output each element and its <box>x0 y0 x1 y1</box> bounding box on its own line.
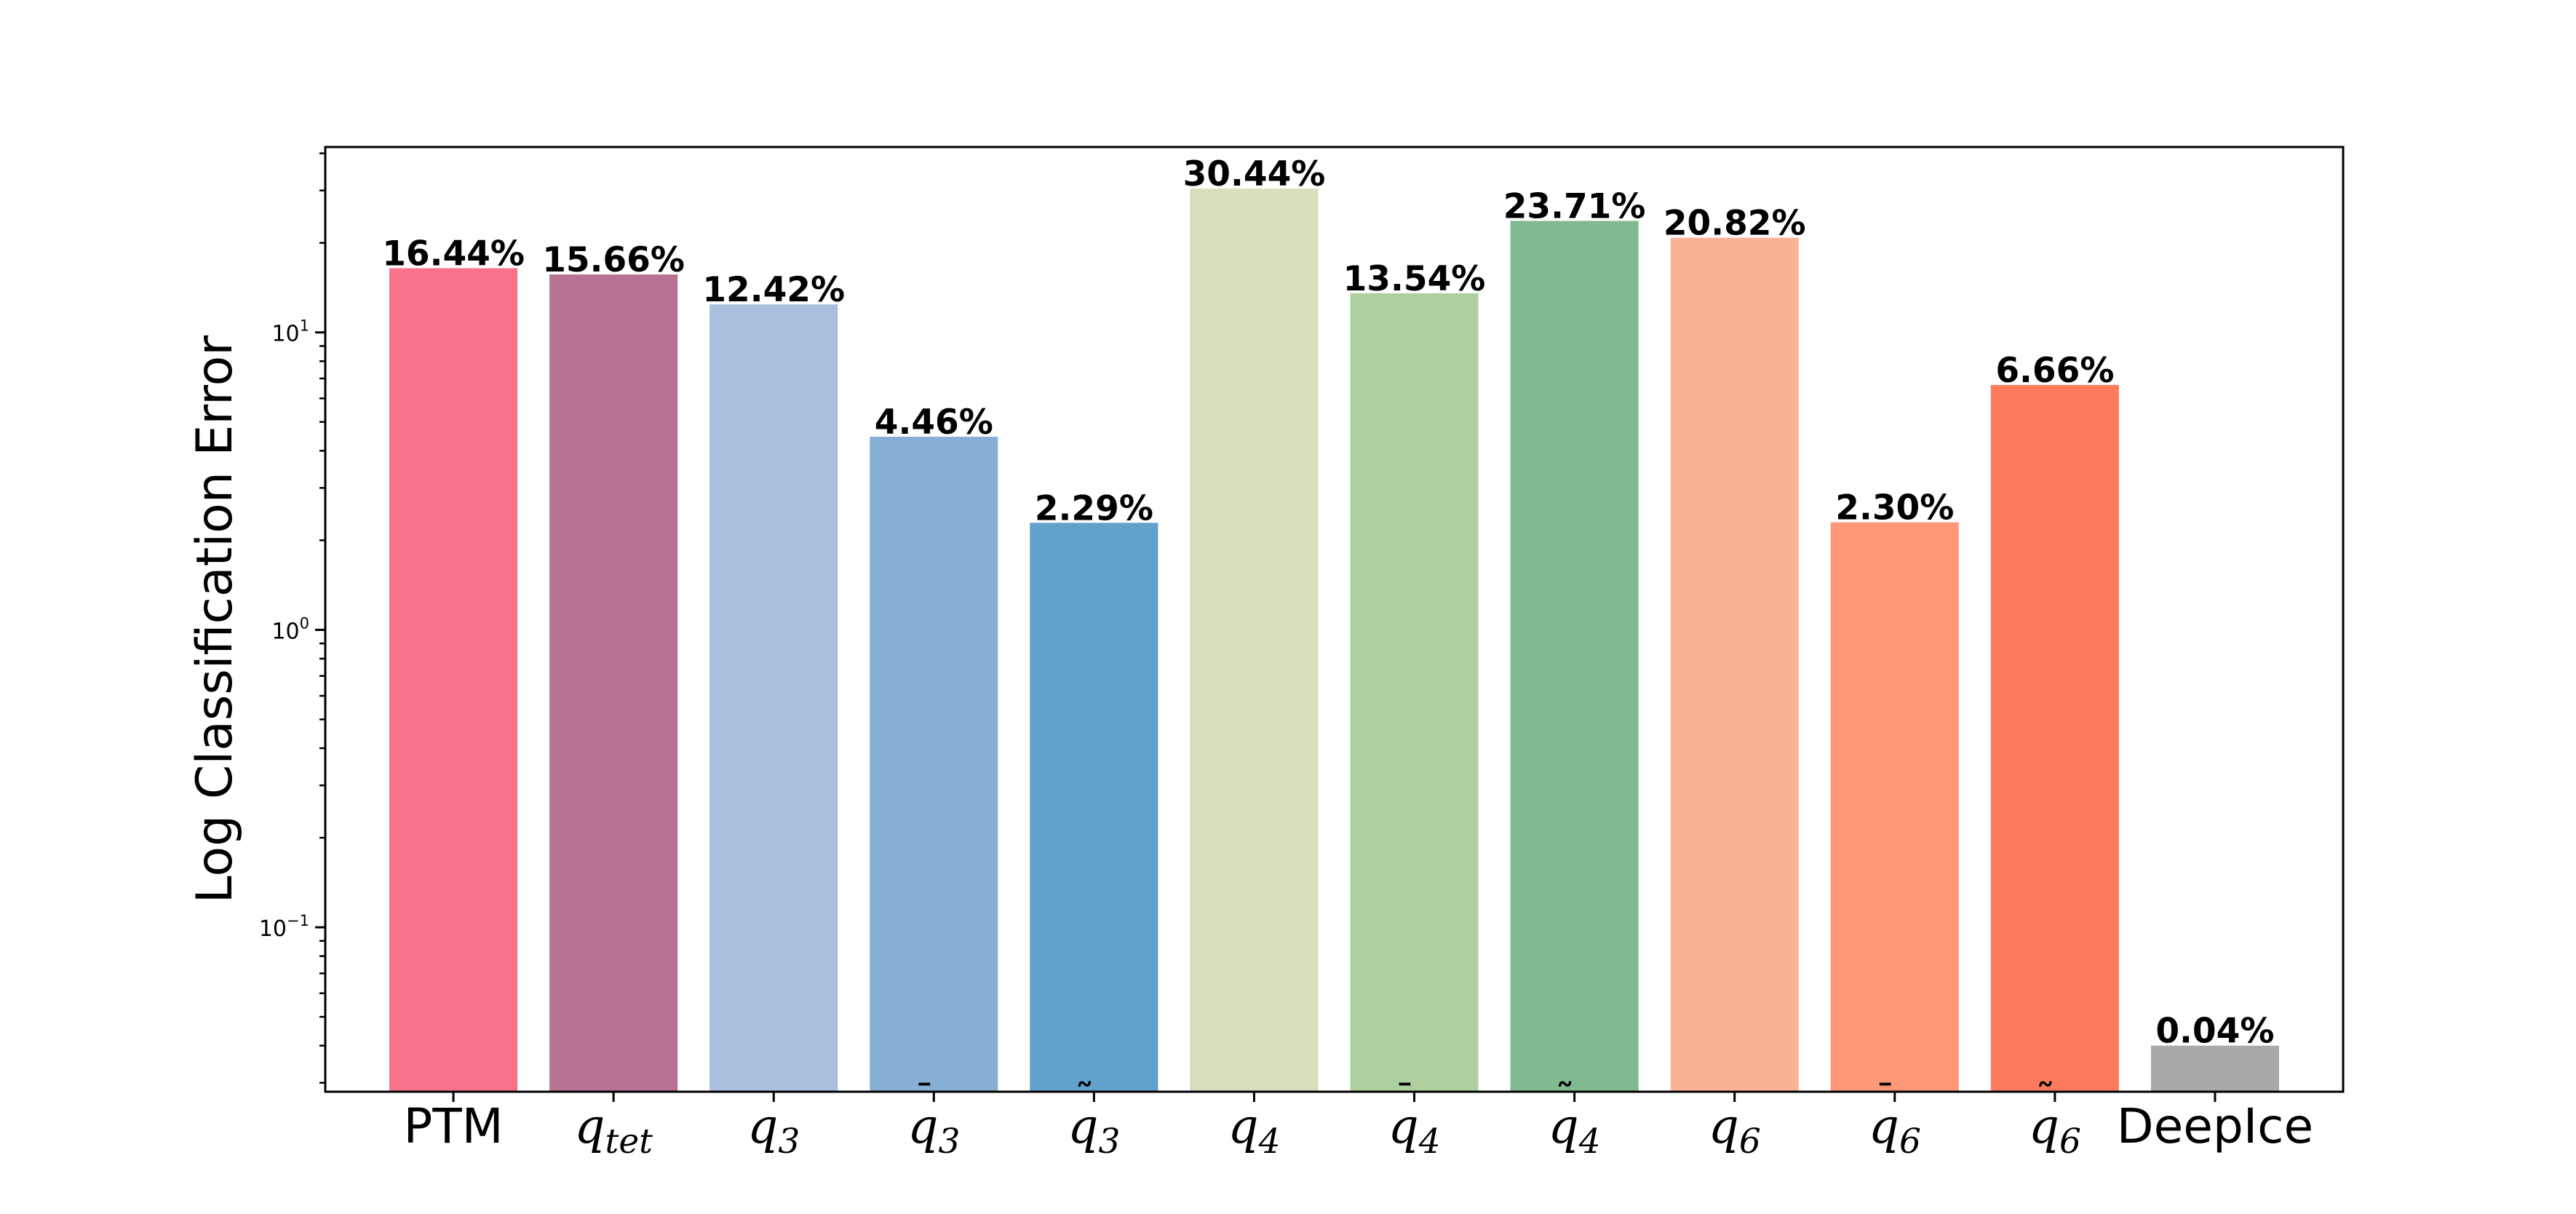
value-label-qbar_3: 4.46% <box>875 402 993 443</box>
x-tick-accent: ¯ <box>1395 1076 1415 1122</box>
y-tick-label: 101 <box>271 317 309 347</box>
value-labels-layer: 16.44% 15.66% 12.42% 4.46% 2.29% 30.44% 13.54%… <box>382 154 2274 1052</box>
x-tick-label-qbar_6: q6 <box>1869 1098 1921 1162</box>
x-axis: PTM qtet q3 q3¯ q3˜ q4 q4¯ q4˜ q6 q6¯ q6˜ DeepIce <box>404 1076 2314 1162</box>
x-tick-accent: ˜ <box>1075 1076 1094 1122</box>
x-tick-label-q_3: q3 <box>747 1098 800 1162</box>
value-label-DeepIce: 0.04% <box>2155 1012 2274 1052</box>
bar-qbar_3 <box>870 437 998 1092</box>
bar-qbar_4 <box>1350 293 1479 1092</box>
x-tick-label-q_tet: qtet <box>574 1098 653 1162</box>
bar-q_4 <box>1190 189 1319 1092</box>
value-label-qtilde_4: 23.71% <box>1503 187 1646 227</box>
x-tick-accent: ¯ <box>1875 1076 1895 1122</box>
value-label-PTM: 16.44% <box>382 234 525 274</box>
bar-q_6 <box>1670 237 1799 1092</box>
x-tick-label-q_4: q4 <box>1228 1098 1280 1162</box>
y-tick-label: 100 <box>271 614 309 644</box>
bar-PTM <box>389 268 518 1092</box>
value-label-qtilde_3: 2.29% <box>1035 488 1153 528</box>
x-tick-label-qtilde_4: q4 <box>1549 1098 1601 1162</box>
bar-qtilde_3 <box>1030 523 1158 1092</box>
x-tick-label-qbar_4: q4 <box>1388 1098 1440 1162</box>
bar-qbar_6 <box>1830 522 1959 1092</box>
bar-q_tet <box>549 274 678 1092</box>
value-label-q_4: 30.44% <box>1183 154 1326 194</box>
value-label-qbar_6: 2.30% <box>1835 488 1954 528</box>
value-label-q_6: 20.82% <box>1663 204 1806 244</box>
x-tick-label-q_6: q6 <box>1709 1098 1761 1162</box>
x-tick-label-DeepIce: DeepIce <box>2117 1098 2313 1154</box>
bar-DeepIce <box>2150 1045 2279 1092</box>
x-tick-label-qtilde_3: q3 <box>1068 1098 1120 1162</box>
value-label-q_3: 12.42% <box>702 270 845 310</box>
x-tick-accent: ¯ <box>915 1076 934 1122</box>
y-tick-label: 10−1 <box>259 912 309 942</box>
x-tick-label-qbar_3: q3 <box>907 1098 960 1162</box>
bar-qtilde_4 <box>1510 221 1639 1092</box>
y-axis: 101 100 10−1 <box>259 152 325 1084</box>
plot-frame <box>324 146 2345 1093</box>
bar-qtilde_6 <box>1990 384 2119 1092</box>
value-label-qbar_4: 13.54% <box>1343 259 1486 299</box>
value-label-q_tet: 15.66% <box>542 240 685 280</box>
x-tick-accent: ˜ <box>1555 1076 1575 1122</box>
bars-layer <box>389 189 2279 1092</box>
x-tick-label-qtilde_6: q6 <box>2029 1098 2081 1162</box>
value-label-qtilde_6: 6.66% <box>1995 351 2114 391</box>
x-tick-label-PTM: PTM <box>404 1098 504 1154</box>
y-axis-label: Log Classification Error <box>186 336 244 903</box>
bar-q_3 <box>709 304 838 1092</box>
x-tick-accent: ˜ <box>2035 1076 2055 1122</box>
